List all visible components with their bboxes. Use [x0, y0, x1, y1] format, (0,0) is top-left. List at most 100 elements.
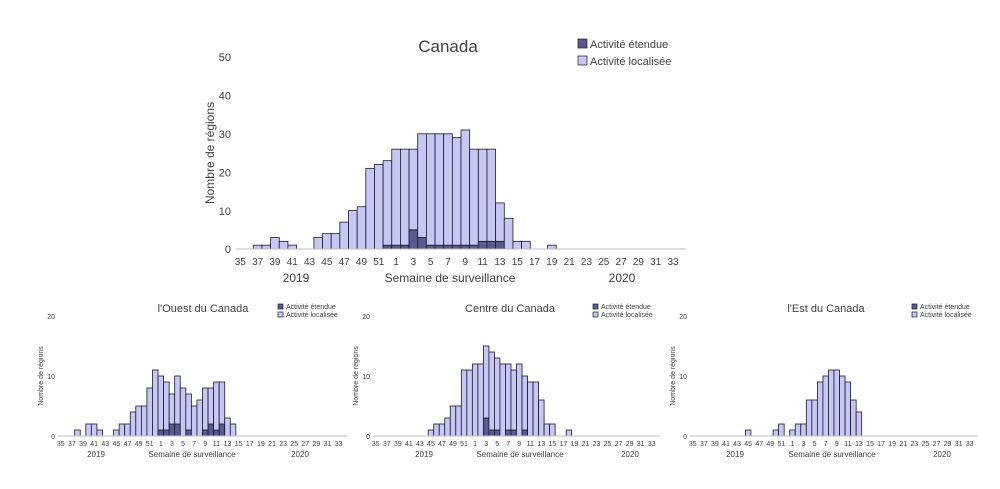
x-tick-label: 31: [650, 257, 662, 268]
bar-localisee-w4: [488, 351, 495, 431]
x-axis-title: Semaine de surveillance: [148, 450, 236, 459]
bar-etendue-w9: [202, 429, 209, 437]
y-axis-title: Nombre de régions: [353, 346, 360, 406]
x-tick-label: 11: [844, 441, 851, 448]
bar-localisee-w6: [499, 363, 506, 437]
x-tick-label: 15: [548, 441, 556, 448]
bar-localisee-w3: [408, 148, 419, 231]
y-tick-label: 20: [219, 167, 231, 179]
x-tick-label: 43: [733, 441, 741, 448]
x-tick-label: 17: [877, 441, 885, 448]
x-tick-label: 9: [463, 257, 469, 268]
bar-etendue-w5: [494, 429, 501, 437]
bar-etendue-w2: [163, 429, 170, 437]
x-tick-label: 47: [124, 441, 132, 448]
bar-etendue-w9: [460, 244, 471, 250]
bar-localisee-w3: [168, 393, 176, 425]
y-tick-label: 40: [219, 91, 231, 103]
x-tick-label: 21: [564, 257, 576, 268]
x-tick-label: 35: [689, 441, 697, 448]
bar-localisee-w8: [451, 137, 462, 246]
bar-etendue-w52: [382, 244, 393, 250]
y-tick-label: 10: [362, 374, 370, 381]
bar-localisee-w14: [543, 423, 551, 437]
bar-localisee-w3: [482, 345, 490, 419]
x-tick-label: 47: [755, 441, 763, 448]
bar-localisee-w11: [527, 381, 534, 437]
bar-localisee-w37: [252, 244, 263, 250]
bar-etendue-w7: [505, 429, 512, 437]
bar-localisee-w51: [778, 423, 785, 437]
year-label-2020: 2020: [609, 271, 636, 285]
bar-localisee-w5: [179, 387, 187, 437]
y-tick-label: 0: [225, 244, 231, 256]
bar-localisee-w7: [505, 363, 512, 431]
x-tick-label: 3: [802, 441, 806, 448]
x-tick-label: 45: [321, 257, 333, 268]
legend-label-localisee: Activité localisée: [590, 56, 671, 68]
legend-swatch-localisee: [911, 311, 918, 318]
x-tick-label: 11: [527, 441, 534, 448]
x-tick-label: 7: [506, 441, 510, 448]
bar-localisee-w45: [744, 429, 752, 437]
x-tick-label: 1: [473, 441, 477, 448]
bar-localisee-w45: [113, 429, 120, 437]
bar-localisee-w7: [443, 133, 453, 246]
bar-localisee-w48: [444, 417, 451, 437]
bar-localisee-w10: [469, 148, 479, 246]
x-tick-label: 27: [616, 257, 628, 268]
bar-localisee-w49: [356, 206, 367, 250]
bar-localisee-w12: [850, 399, 857, 437]
bar-localisee-w3: [800, 423, 807, 437]
y-tick-label: 10: [679, 374, 687, 381]
bar-etendue-w3: [482, 417, 490, 437]
bar-localisee-w40: [85, 423, 92, 437]
bar-localisee-w50: [365, 167, 375, 250]
x-tick-label: 9: [517, 441, 521, 448]
x-tick-label: 45: [427, 441, 435, 448]
bar-localisee-w10: [839, 375, 846, 437]
x-tick-label: 5: [428, 257, 434, 268]
bar-localisee-w52: [382, 160, 393, 246]
bar-etendue-w1: [157, 429, 164, 437]
legend-swatch-localisee: [277, 311, 284, 318]
bar-etendue-w5: [425, 244, 436, 250]
x-tick-label: 29: [944, 441, 952, 448]
bar-localisee-w45: [322, 233, 332, 250]
bar-localisee-w9: [460, 129, 471, 246]
chart-title: Centre du Canada: [465, 303, 556, 315]
bar-etendue-w11: [477, 240, 488, 250]
x-tick-label: 51: [373, 257, 385, 268]
bar-etendue-w10: [521, 429, 528, 437]
x-tick-label: 19: [888, 441, 896, 448]
year-label-2019: 2019: [726, 450, 744, 459]
bar-etendue-w8: [451, 244, 462, 250]
year-label-2020: 2020: [933, 450, 951, 459]
x-tick-label: 47: [339, 257, 351, 268]
x-tick-label: 29: [626, 441, 634, 448]
bar-localisee-w18: [565, 429, 573, 437]
bar-localisee-w50: [455, 405, 462, 437]
x-tick-label: 39: [269, 257, 281, 268]
legend-swatch-localisee: [577, 55, 588, 66]
bar-localisee-w13: [495, 202, 505, 242]
y-tick-label: 20: [362, 314, 370, 321]
x-tick-label: 21: [268, 441, 276, 448]
x-tick-label: 17: [560, 441, 568, 448]
y-tick-label: 20: [679, 314, 687, 321]
year-label-2020: 2020: [621, 450, 639, 459]
bar-localisee-w39: [270, 237, 280, 250]
x-tick-label: 37: [68, 441, 76, 448]
x-tick-label: 49: [766, 441, 774, 448]
x-tick-label: 7: [445, 257, 451, 268]
bar-etendue-w4: [174, 423, 181, 437]
year-label-2019: 2019: [283, 271, 310, 285]
bar-localisee-w47: [339, 221, 349, 250]
